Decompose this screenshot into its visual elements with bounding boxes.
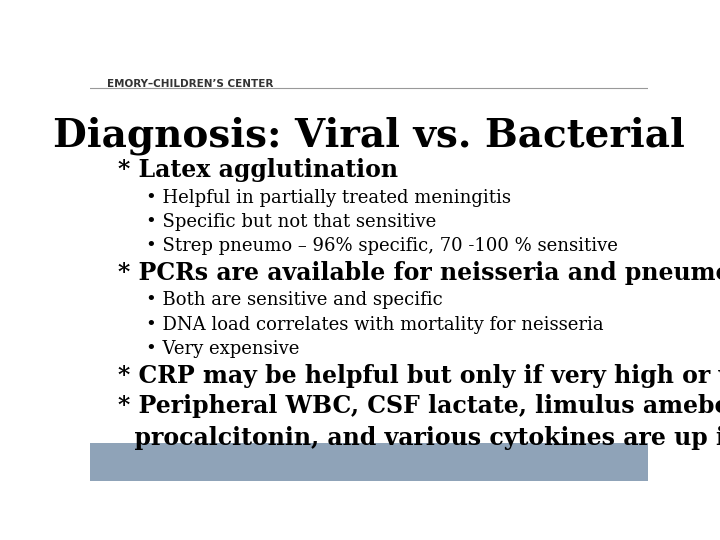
Text: * PCRs are available for neisseria and pneumococcus: * PCRs are available for neisseria and p…: [118, 261, 720, 285]
Text: EMORY–CHILDREN’S CENTER: EMORY–CHILDREN’S CENTER: [107, 79, 273, 89]
Text: * CRP may be helpful but only if very high or very low: * CRP may be helpful but only if very hi…: [118, 364, 720, 388]
Text: • Specific but not that sensitive: • Specific but not that sensitive: [145, 213, 436, 231]
Text: • Very expensive: • Very expensive: [145, 340, 300, 357]
Text: • DNA load correlates with mortality for neisseria: • DNA load correlates with mortality for…: [145, 315, 603, 334]
Text: * Latex agglutination: * Latex agglutination: [118, 158, 398, 183]
Text: * Peripheral WBC, CSF lactate, limulus amebocyte lysate,
  procalcitonin, and va: * Peripheral WBC, CSF lactate, limulus a…: [118, 394, 720, 450]
Text: • Both are sensitive and specific: • Both are sensitive and specific: [145, 292, 443, 309]
Text: Diagnosis: Viral vs. Bacterial: Diagnosis: Viral vs. Bacterial: [53, 117, 685, 156]
Text: • Helpful in partially treated meningitis: • Helpful in partially treated meningiti…: [145, 188, 510, 207]
Text: • Strep pneumo – 96% specific, 70 -100 % sensitive: • Strep pneumo – 96% specific, 70 -100 %…: [145, 237, 618, 255]
FancyBboxPatch shape: [90, 443, 648, 481]
